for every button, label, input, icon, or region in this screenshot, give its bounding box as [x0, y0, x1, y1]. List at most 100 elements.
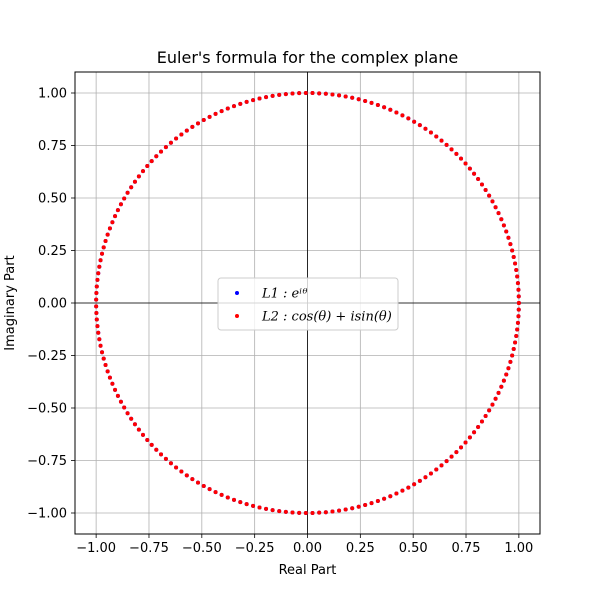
- series-2-point: [476, 424, 481, 429]
- series-2-point: [140, 169, 145, 174]
- y-tick-label-1: −0.75: [27, 454, 67, 469]
- series-2-point: [369, 501, 374, 506]
- series-2-point: [515, 274, 520, 279]
- series-2-point: [107, 226, 112, 231]
- series-2-point: [136, 427, 141, 432]
- series-2-point: [428, 130, 433, 135]
- series-2-point: [264, 506, 269, 511]
- series-2-point: [501, 223, 506, 228]
- series-2-point: [463, 161, 468, 166]
- y-tick-label-5: 0.25: [38, 244, 67, 259]
- series-2-point: [110, 220, 115, 225]
- series-2-point: [515, 281, 520, 286]
- series-2-point: [369, 100, 374, 105]
- series-2-point: [508, 359, 513, 364]
- series-2-point: [96, 330, 101, 335]
- series-2-point: [479, 182, 484, 187]
- x-tick-label-7: 0.75: [452, 541, 481, 556]
- y-axis-title: Imaginary Part: [3, 255, 18, 350]
- series-2-point: [270, 93, 275, 98]
- x-tick-label-2: −0.50: [182, 541, 222, 556]
- series-2-point: [493, 396, 498, 401]
- series-2-point: [467, 166, 472, 171]
- series-2-point: [115, 393, 120, 398]
- series-2-point: [493, 205, 498, 210]
- series-2-point: [337, 93, 342, 98]
- series-2-point: [417, 478, 422, 483]
- series-2-point: [213, 490, 218, 495]
- series-2-point: [516, 287, 521, 292]
- series-2-point: [251, 98, 256, 103]
- series-2-point: [113, 214, 118, 219]
- series-2-point: [251, 503, 256, 508]
- series-2-point: [132, 179, 137, 184]
- series-2-point: [283, 509, 288, 514]
- series-2-point: [297, 91, 302, 96]
- series-2-point: [406, 116, 411, 121]
- series-2-point: [94, 291, 99, 296]
- series-2-point: [303, 510, 308, 515]
- series-2-point: [184, 473, 189, 478]
- series-2-point: [94, 284, 99, 289]
- series-2-point: [472, 171, 477, 176]
- series-2-point: [310, 510, 315, 515]
- series-2-point: [195, 480, 200, 485]
- series-2-point: [225, 495, 230, 500]
- series-2-point: [238, 101, 243, 106]
- series-2-point: [337, 508, 342, 513]
- series-2-point: [394, 110, 399, 115]
- series-2-point: [140, 432, 145, 437]
- series-2-point: [201, 483, 206, 488]
- series-2-point: [113, 387, 118, 392]
- series-2-point: [132, 422, 137, 427]
- series-2-point: [467, 435, 472, 440]
- x-tick-label-1: −0.75: [129, 541, 169, 556]
- series-2-point: [323, 91, 328, 96]
- series-2-point: [103, 238, 108, 243]
- series-2-point: [496, 390, 501, 395]
- series-2-point: [190, 124, 195, 129]
- series-2-point: [277, 92, 282, 97]
- series-2-point: [244, 99, 249, 104]
- series-2-point: [412, 482, 417, 487]
- legend-label-2: 𝐿2 : cos(𝜃) + 𝑖sin(𝜃): [261, 310, 392, 325]
- series-2-point: [118, 202, 123, 207]
- series-2-point: [103, 363, 108, 368]
- x-tick-label-6: 0.50: [399, 541, 428, 556]
- series-2-point: [434, 134, 439, 139]
- series-2-point: [195, 121, 200, 126]
- series-2-point: [290, 91, 295, 96]
- series-2-point: [472, 430, 477, 435]
- x-tick-label-4: 0.00: [293, 541, 322, 556]
- series-2-point: [363, 98, 368, 103]
- series-2-point: [483, 414, 488, 419]
- series-2-point: [510, 248, 515, 253]
- series-2-point: [356, 97, 361, 102]
- series-2-point: [179, 469, 184, 474]
- series-2-point: [201, 118, 206, 123]
- series-2-point: [388, 107, 393, 112]
- series-2-point: [499, 217, 504, 222]
- series-2-point: [283, 92, 288, 97]
- series-2-point: [149, 159, 154, 164]
- series-2-point: [100, 251, 105, 256]
- series-2-point: [343, 94, 348, 99]
- y-tick-label-0: −1.00: [27, 507, 67, 522]
- series-2-point: [270, 508, 275, 513]
- series-2-point: [94, 297, 99, 302]
- series-2-point: [483, 187, 488, 192]
- series-2-point: [476, 177, 481, 182]
- series-2-point: [508, 242, 513, 247]
- series-2-point: [439, 138, 444, 143]
- series-2-point: [122, 405, 127, 410]
- series-2-point: [98, 343, 103, 348]
- series-2-point: [115, 208, 120, 213]
- series-2-point: [382, 496, 387, 501]
- series-2-point: [463, 440, 468, 445]
- series-2-point: [219, 109, 224, 114]
- series-2-point: [122, 196, 127, 201]
- series-2-point: [310, 91, 315, 96]
- series-2-point: [382, 105, 387, 110]
- series-2-point: [406, 485, 411, 490]
